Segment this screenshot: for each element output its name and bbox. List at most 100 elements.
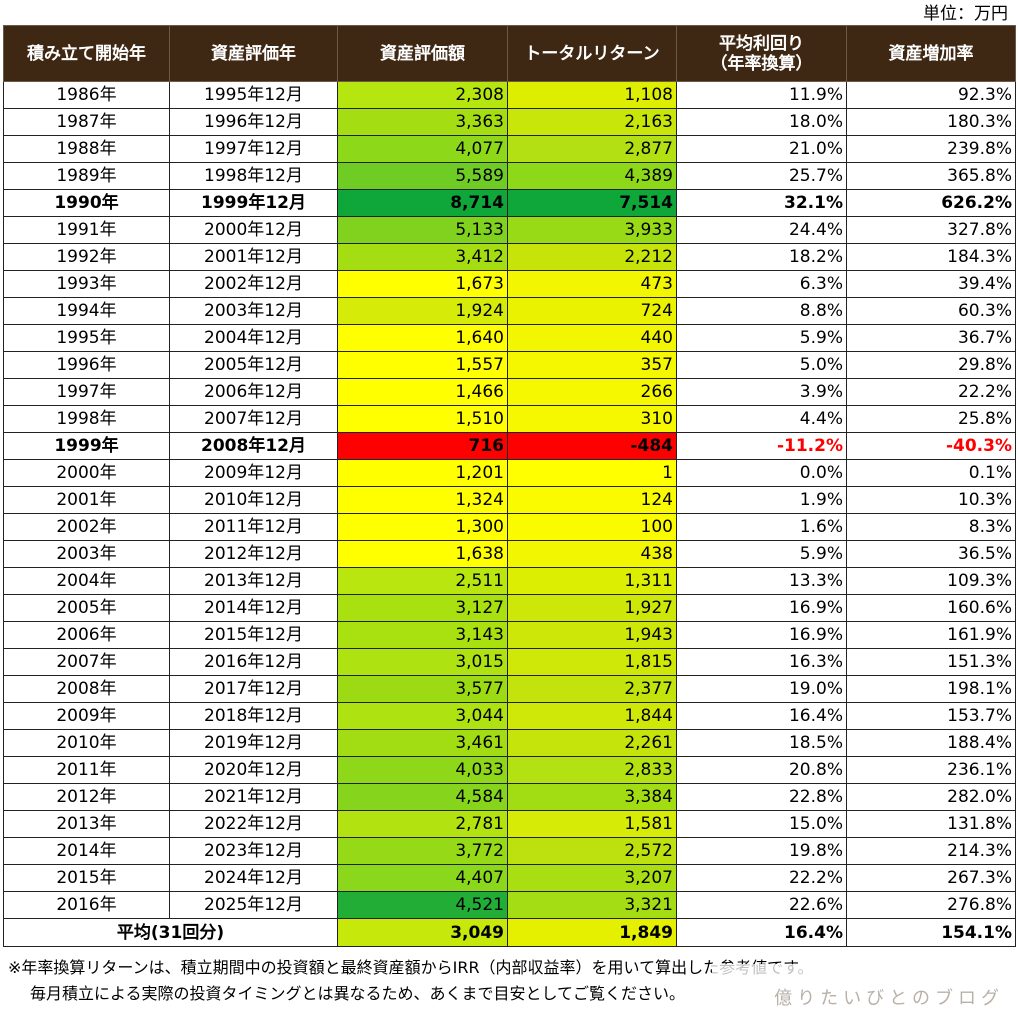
table-row: 2012年 2021年12月 4,584 3,384 22.8% 282.0% [3, 783, 1016, 811]
cell-total-return: 1,581 [507, 810, 677, 838]
cell-average-yield: 5.9% [676, 540, 847, 568]
cell-asset-value: 1,324 [337, 486, 508, 514]
cell-growth-rate: 214.3% [846, 837, 1016, 865]
cell-average-yield: 5.9% [676, 324, 847, 352]
cell-growth-rate: 36.7% [846, 324, 1016, 352]
cell-asset-value: 1,924 [337, 297, 508, 325]
cell-start-year: 1992年 [3, 243, 170, 271]
header-total-return: トータルリターン [507, 25, 677, 82]
cell-average-yield: 20.8% [676, 756, 847, 784]
average-asset-value: 3,049 [337, 918, 508, 947]
cell-start-year: 2014年 [3, 837, 170, 865]
cell-asset-value: 1,673 [337, 270, 508, 298]
cell-growth-rate: 626.2% [846, 189, 1016, 217]
cell-average-yield: 19.0% [676, 675, 847, 703]
cell-growth-rate: 161.9% [846, 621, 1016, 649]
cell-growth-rate: 198.1% [846, 675, 1016, 703]
cell-asset-value: 1,640 [337, 324, 508, 352]
cell-start-year: 2002年 [3, 513, 170, 541]
cell-average-yield: 0.0% [676, 459, 847, 487]
cell-valuation-year: 2008年12月 [169, 432, 338, 460]
cell-valuation-year: 2023年12月 [169, 837, 338, 865]
cell-average-yield: 16.9% [676, 621, 847, 649]
cell-start-year: 2015年 [3, 864, 170, 892]
cell-total-return: 2,163 [507, 108, 677, 136]
cell-average-yield: 18.5% [676, 729, 847, 757]
cell-asset-value: 4,033 [337, 756, 508, 784]
cell-total-return: 2,212 [507, 243, 677, 271]
cell-valuation-year: 2013年12月 [169, 567, 338, 595]
cell-average-yield: 24.4% [676, 216, 847, 244]
cell-total-return: -484 [507, 432, 677, 460]
table-row: 1992年 2001年12月 3,412 2,212 18.2% 184.3% [3, 243, 1016, 271]
table-row: 2015年 2024年12月 4,407 3,207 22.2% 267.3% [3, 864, 1016, 892]
cell-asset-value: 3,015 [337, 648, 508, 676]
cell-asset-value: 3,044 [337, 702, 508, 730]
cell-valuation-year: 1996年12月 [169, 108, 338, 136]
cell-total-return: 100 [507, 513, 677, 541]
cell-asset-value: 1,201 [337, 459, 508, 487]
cell-asset-value: 4,407 [337, 864, 508, 892]
cell-asset-value: 5,133 [337, 216, 508, 244]
cell-growth-rate: 276.8% [846, 891, 1016, 919]
cell-growth-rate: 39.4% [846, 270, 1016, 298]
cell-total-return: 3,384 [507, 783, 677, 811]
table-row: 2007年 2016年12月 3,015 1,815 16.3% 151.3% [3, 648, 1016, 676]
cell-start-year: 2013年 [3, 810, 170, 838]
cell-start-year: 2012年 [3, 783, 170, 811]
cell-growth-rate: 36.5% [846, 540, 1016, 568]
cell-average-yield: 22.6% [676, 891, 847, 919]
cell-start-year: 2016年 [3, 891, 170, 919]
table-row: 2002年 2011年12月 1,300 100 1.6% 8.3% [3, 513, 1016, 541]
cell-total-return: 266 [507, 378, 677, 406]
cell-average-yield: 13.3% [676, 567, 847, 595]
cell-valuation-year: 2007年12月 [169, 405, 338, 433]
cell-total-return: 2,833 [507, 756, 677, 784]
table-row: 1990年 1999年12月 8,714 7,514 32.1% 626.2% [3, 189, 1016, 217]
cell-average-yield: 4.4% [676, 405, 847, 433]
cell-valuation-year: 2017年12月 [169, 675, 338, 703]
cell-growth-rate: 180.3% [846, 108, 1016, 136]
cell-growth-rate: 160.6% [846, 594, 1016, 622]
cell-start-year: 2001年 [3, 486, 170, 514]
cell-start-year: 2006年 [3, 621, 170, 649]
header-start-year: 積み立て開始年 [3, 25, 170, 82]
average-growth: 154.1% [846, 918, 1016, 947]
table-row: 1996年 2005年12月 1,557 357 5.0% 29.8% [3, 351, 1016, 379]
table-row: 1986年 1995年12月 2,308 1,108 11.9% 92.3% [3, 81, 1016, 109]
cell-start-year: 1988年 [3, 135, 170, 163]
cell-start-year: 1986年 [3, 81, 170, 109]
cell-asset-value: 3,127 [337, 594, 508, 622]
blog-watermark: 億りたいびとのブログ [712, 964, 1012, 1020]
cell-average-yield: 5.0% [676, 351, 847, 379]
cell-growth-rate: 184.3% [846, 243, 1016, 271]
cell-average-yield: 3.9% [676, 378, 847, 406]
cell-total-return: 1,311 [507, 567, 677, 595]
cell-start-year: 1996年 [3, 351, 170, 379]
cell-start-year: 1990年 [3, 189, 170, 217]
cell-valuation-year: 2024年12月 [169, 864, 338, 892]
table-row: 2001年 2010年12月 1,324 124 1.9% 10.3% [3, 486, 1016, 514]
table-row: 1988年 1997年12月 4,077 2,877 21.0% 239.8% [3, 135, 1016, 163]
cell-valuation-year: 2004年12月 [169, 324, 338, 352]
cell-total-return: 4,389 [507, 162, 677, 190]
cell-total-return: 1,844 [507, 702, 677, 730]
cell-valuation-year: 1995年12月 [169, 81, 338, 109]
cell-average-yield: 21.0% [676, 135, 847, 163]
cell-total-return: 1,108 [507, 81, 677, 109]
cell-total-return: 3,933 [507, 216, 677, 244]
cell-total-return: 1 [507, 459, 677, 487]
cell-valuation-year: 2010年12月 [169, 486, 338, 514]
cell-total-return: 7,514 [507, 189, 677, 217]
cell-start-year: 1991年 [3, 216, 170, 244]
cell-valuation-year: 2015年12月 [169, 621, 338, 649]
cell-average-yield: 11.9% [676, 81, 847, 109]
cell-start-year: 1999年 [3, 432, 170, 460]
cell-start-year: 2011年 [3, 756, 170, 784]
cell-start-year: 2009年 [3, 702, 170, 730]
cell-valuation-year: 2001年12月 [169, 243, 338, 271]
cell-valuation-year: 1997年12月 [169, 135, 338, 163]
cell-asset-value: 5,589 [337, 162, 508, 190]
average-label: 平均(31回分) [3, 918, 338, 947]
cell-average-yield: 22.2% [676, 864, 847, 892]
